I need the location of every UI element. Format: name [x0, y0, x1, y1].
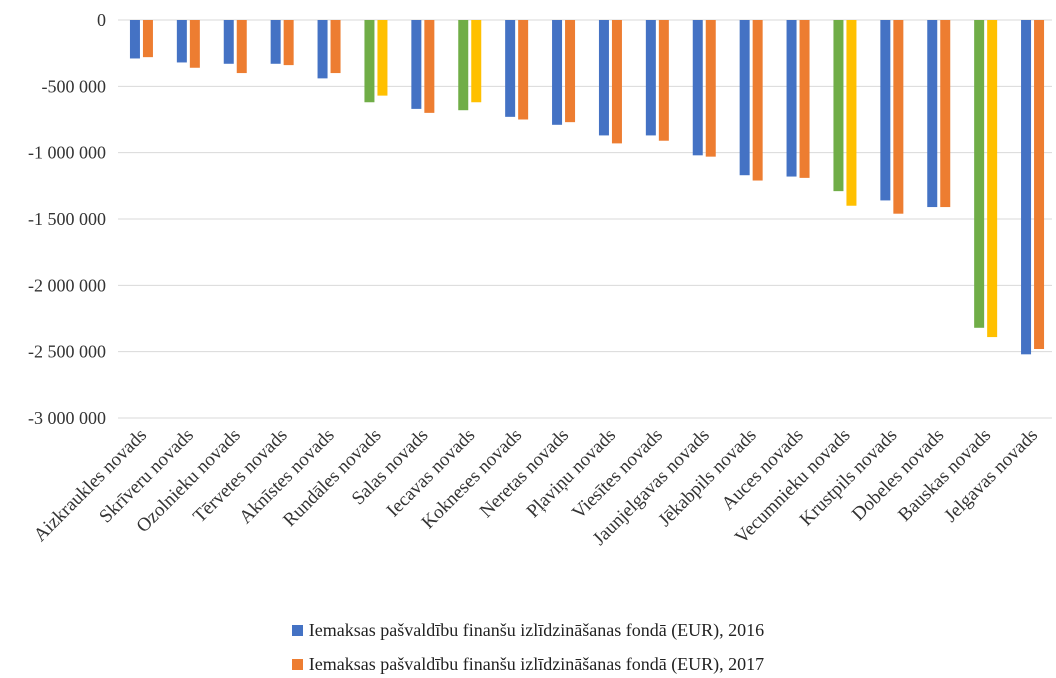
bar-2017	[940, 20, 951, 208]
y-tick-label: -1 000 000	[28, 143, 106, 163]
bar-2016	[1021, 20, 1032, 355]
bar-2017	[518, 20, 529, 120]
y-tick-label: -500 000	[42, 76, 107, 96]
bar-2017	[471, 20, 482, 103]
bar-2017	[1034, 20, 1045, 350]
bar-2016	[317, 20, 328, 79]
bar-2016	[505, 20, 516, 117]
bar-2016	[364, 20, 375, 103]
bar-2016	[927, 20, 938, 208]
gridlines	[118, 19, 1052, 419]
bar-2017	[611, 20, 622, 144]
bar-2017	[330, 20, 341, 74]
bar-2016	[786, 20, 797, 177]
y-tick-label: -2 500 000	[28, 342, 106, 362]
bar-2016	[458, 20, 469, 111]
y-tick-label: -2 000 000	[28, 275, 106, 295]
legend-label-2017: Iemaksas pašvaldību finanšu izlīdzināšan…	[308, 654, 765, 674]
bar-2016	[880, 20, 891, 201]
bar-2016	[645, 20, 656, 136]
bar-2017	[752, 20, 763, 181]
legend-swatch-2016	[291, 625, 303, 636]
bar-2017	[658, 20, 669, 141]
bar-chart: 0 -500 000 -1 000 000 -1 500 000 -2 000 000 -…	[28, 10, 1052, 550]
bar-2017	[799, 20, 810, 178]
bar-2017	[424, 20, 435, 113]
bar-2017	[987, 20, 998, 338]
legend-swatch-2017	[291, 659, 303, 670]
bar-2017	[705, 20, 716, 157]
legend-label-2016: Iemaksas pašvaldību finanšu izlīdzināšan…	[308, 620, 765, 640]
bar-2017	[846, 20, 857, 206]
bar-2016	[692, 20, 703, 156]
y-axis-tick-labels: 0 -500 000 -1 000 000 -1 500 000 -2 000 000 -…	[28, 10, 106, 428]
bar-2017	[893, 20, 904, 214]
bar-2017	[142, 20, 153, 58]
y-tick-label: 0	[97, 10, 106, 30]
legend-entry-2016: Iemaksas pašvaldību finanšu izlīdzināšan…	[0, 620, 1056, 641]
bar-2016	[411, 20, 422, 109]
bar-2017	[565, 20, 576, 123]
bar-2016	[739, 20, 750, 176]
y-tick-label: -1 500 000	[28, 209, 106, 229]
legend-entry-2017: Iemaksas pašvaldību finanšu izlīdzināšan…	[0, 654, 1056, 675]
bar-2016	[223, 20, 234, 64]
bar-2017	[189, 20, 200, 68]
bar-2016	[833, 20, 844, 192]
bar-2017	[377, 20, 388, 96]
y-tick-label: -3 000 000	[28, 408, 106, 428]
bar-2017	[236, 20, 247, 74]
bar-2016	[270, 20, 281, 64]
bar-2016	[552, 20, 563, 125]
bars	[129, 20, 1045, 355]
bar-2016	[598, 20, 609, 136]
bar-2016	[974, 20, 985, 328]
bar-2016	[129, 20, 140, 59]
bar-2017	[283, 20, 294, 66]
bar-2016	[176, 20, 187, 63]
